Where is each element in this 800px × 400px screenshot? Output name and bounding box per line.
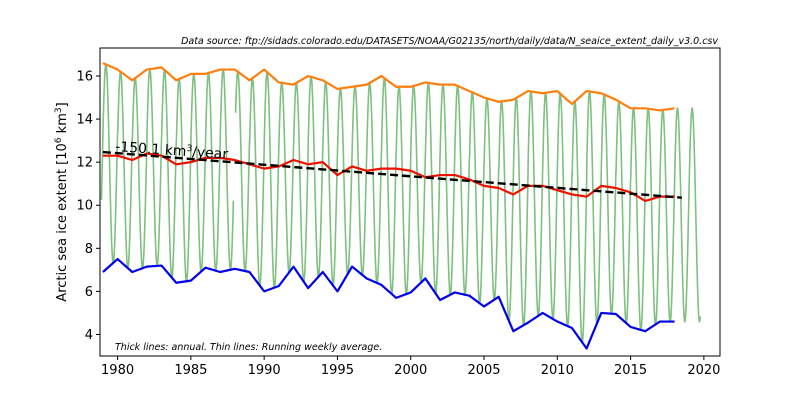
y-axis-label-main: Arctic sea ice extent [10 — [55, 143, 70, 302]
annual-min-line — [102, 257, 675, 350]
annual-mean-line — [102, 152, 675, 203]
y-axis-label-sup1: 6 — [54, 137, 64, 143]
trend-label-tail: /year — [192, 144, 229, 162]
series-layer — [100, 62, 702, 350]
trend-label-main: -150.1 km — [115, 139, 187, 160]
x-tick-label: 2015 — [614, 363, 647, 378]
x-tick-label: 2005 — [467, 363, 500, 378]
x-tick-label: 2010 — [541, 363, 574, 378]
y-tick-label: 6 — [85, 285, 93, 300]
x-tick-label: 1995 — [321, 363, 354, 378]
trend-label: -150.1 km3/year — [115, 139, 229, 163]
x-tick-label: 1990 — [248, 363, 281, 378]
y-axis: 4 6 8 10 12 14 16 — [76, 70, 100, 343]
y-tick-label: 12 — [76, 156, 93, 171]
x-tick-label: 1985 — [174, 363, 207, 378]
x-tick-label: 2020 — [687, 363, 720, 378]
x-tick-label: 2000 — [394, 363, 427, 378]
y-tick-label: 14 — [76, 113, 93, 128]
x-tick-label: 1980 — [101, 363, 134, 378]
y-tick-label: 8 — [85, 242, 93, 257]
annotation-note: Thick lines: annual. Thin lines: Running… — [115, 342, 382, 353]
trend-line — [102, 150, 682, 199]
weekly-average-line — [100, 63, 235, 283]
trend-label-sup: 3 — [186, 144, 192, 154]
source-note: Data source: ftp://sidads.colorado.edu/D… — [181, 36, 718, 47]
plot-area — [100, 62, 702, 350]
x-axis: 1980 1985 1990 1995 2000 2005 2010 2015 2020 — [101, 356, 720, 378]
y-axis-label-sup2: 3 — [54, 107, 64, 113]
y-axis-label-mid: km — [55, 113, 70, 137]
y-tick-label: 4 — [85, 328, 93, 343]
weekly-average-line — [234, 70, 702, 344]
y-tick-label: 10 — [76, 199, 93, 214]
y-tick-label: 16 — [76, 70, 93, 85]
plot-frame — [99, 47, 721, 357]
y-axis-label: Arctic sea ice extent [106 km3] — [54, 102, 70, 301]
y-axis-label-end: ] — [55, 102, 70, 107]
annual-max-line — [102, 62, 675, 112]
